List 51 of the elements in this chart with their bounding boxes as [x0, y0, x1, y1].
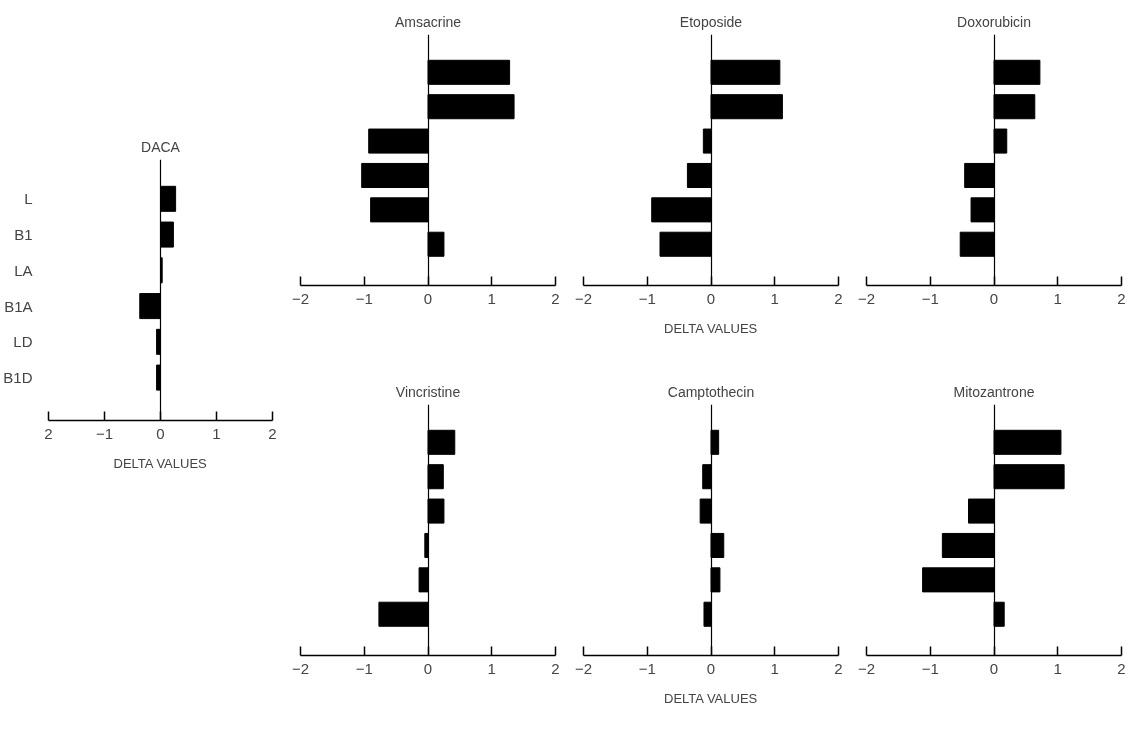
chart-title: DACA [141, 138, 181, 155]
chart-title: Camptothecin [667, 383, 755, 400]
x-tick-label: 0 [989, 289, 999, 307]
x-tick-label: 0 [706, 659, 716, 677]
x-tick-label: 1 [770, 659, 779, 677]
x-tick-label: −1 [921, 289, 939, 307]
chart-title: Amsacrine [394, 13, 462, 30]
x-tick-label: −1 [921, 659, 939, 677]
x-tick-label: 2 [44, 424, 53, 442]
x-tick-label: −2 [291, 289, 310, 307]
x-tick-label: 1 [1053, 659, 1062, 677]
x-tick-label: 0 [423, 659, 433, 677]
y-tick-label: LD [13, 333, 33, 351]
x-tick-label: −2 [857, 659, 876, 677]
x-tick-label: 2 [551, 289, 560, 307]
x-tick-label: 2 [834, 289, 843, 307]
x-axis-title: DELTA VALUES [113, 455, 208, 471]
x-tick-label: 0 [423, 289, 433, 307]
x-tick-label: −2 [574, 659, 593, 677]
x-tick-label: 1 [1053, 289, 1062, 307]
x-tick-label: −1 [638, 289, 656, 307]
x-tick-label: 2 [268, 424, 277, 442]
x-tick-label: 0 [156, 424, 165, 442]
x-tick-label: 2 [834, 659, 843, 677]
chart-title: Mitozantrone [953, 383, 1035, 400]
y-tick-label: B1D [3, 369, 33, 387]
x-tick-label: −1 [355, 659, 373, 677]
x-tick-label: −1 [355, 289, 373, 307]
y-tick-label: B1 [14, 226, 33, 244]
chart-title: Etoposide [679, 13, 743, 30]
y-tick-label: L [24, 190, 33, 208]
x-axis-title: DELTA VALUES [664, 690, 758, 706]
x-tick-label: 0 [706, 289, 716, 307]
x-tick-label: 1 [770, 289, 779, 307]
x-axis-title: DELTA VALUES [664, 320, 758, 336]
y-tick-label: LA [14, 261, 33, 279]
chart-title: Vincristine [395, 383, 461, 400]
x-tick-label: 2 [1117, 289, 1126, 307]
chart-title: Doxorubicin [957, 13, 1031, 30]
x-tick-label: 1 [487, 289, 496, 307]
x-tick-label: 0 [989, 659, 999, 677]
x-tick-label: −1 [638, 659, 656, 677]
x-tick-label: −2 [574, 289, 593, 307]
x-tick-label: 1 [212, 424, 221, 442]
x-tick-label: −2 [857, 289, 876, 307]
x-tick-label: 2 [1117, 659, 1126, 677]
y-tick-label: B1A [4, 297, 33, 315]
x-tick-label: 2 [551, 659, 560, 677]
x-tick-label: −1 [95, 424, 114, 442]
x-tick-label: −2 [291, 659, 310, 677]
x-tick-label: 1 [487, 659, 496, 677]
